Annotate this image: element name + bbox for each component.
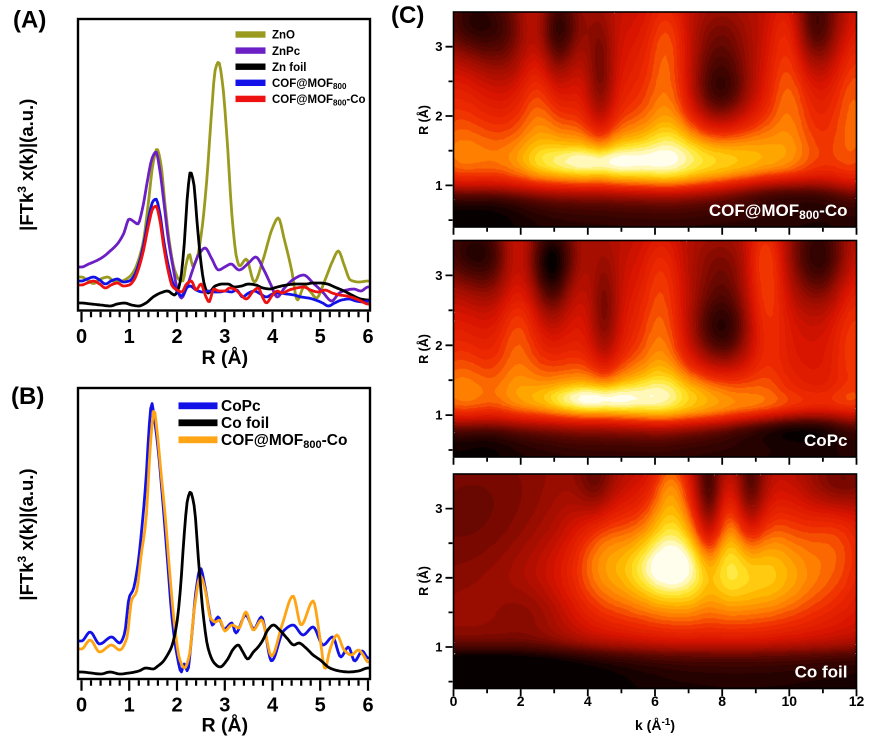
svg-text:3: 3 [219,326,230,348]
svg-text:12: 12 [849,693,865,709]
svg-text:COF@MOF800-Co: COF@MOF800-Co [221,432,347,451]
svg-text:CoPc: CoPc [804,431,847,450]
svg-text:3: 3 [435,501,442,516]
svg-text:2: 2 [171,695,182,717]
svg-text:CoPc: CoPc [221,398,261,415]
svg-text:2: 2 [517,693,525,709]
svg-text:2: 2 [435,338,442,353]
svg-text:(A): (A) [13,7,46,34]
svg-text:2: 2 [435,570,442,585]
svg-text:|FTk3 x(k)|(a.u.): |FTk3 x(k)|(a.u.) [15,468,37,600]
svg-text:R (Å): R (Å) [416,566,431,596]
svg-text:R (Å): R (Å) [202,713,249,737]
svg-text:1: 1 [435,408,442,423]
svg-text:COF@MOF800-Co: COF@MOF800-Co [709,201,848,222]
svg-text:1: 1 [435,178,442,193]
svg-text:0: 0 [76,326,87,348]
svg-text:6: 6 [651,693,659,709]
svg-text:|FTk3 x(k)|(a.u.): |FTk3 x(k)|(a.u.) [15,99,37,231]
svg-text:3: 3 [435,268,442,283]
svg-text:Zn foil: Zn foil [272,62,307,74]
svg-text:1: 1 [124,695,135,717]
svg-text:1: 1 [124,326,135,348]
svg-text:Co foil: Co foil [221,415,269,432]
svg-text:R (Å): R (Å) [416,334,431,364]
svg-text:(B): (B) [11,383,44,410]
svg-text:3: 3 [435,39,442,54]
svg-text:6: 6 [362,695,373,717]
svg-text:2: 2 [435,109,442,124]
svg-text:R (Å): R (Å) [416,105,431,135]
svg-text:3: 3 [219,695,230,717]
svg-text:5: 5 [315,326,326,348]
svg-text:COF@MOF800: COF@MOF800 [272,78,347,91]
svg-text:1: 1 [435,640,442,655]
svg-text:6: 6 [362,326,373,348]
svg-text:ZnPc: ZnPc [272,46,301,58]
svg-text:0: 0 [76,695,87,717]
svg-text:4: 4 [267,695,279,717]
svg-text:4: 4 [267,326,279,348]
svg-text:10: 10 [782,693,798,709]
svg-text:8: 8 [718,693,726,709]
svg-text:R (Å): R (Å) [202,345,249,369]
svg-text:Co foil: Co foil [795,663,848,682]
svg-text:ZnO: ZnO [272,30,295,42]
svg-text:(C): (C) [391,2,424,29]
svg-text:2: 2 [171,326,182,348]
svg-text:5: 5 [315,695,326,717]
svg-text:4: 4 [584,693,592,709]
svg-text:0: 0 [450,693,458,709]
svg-text:COF@MOF800-Co: COF@MOF800-Co [272,94,366,107]
